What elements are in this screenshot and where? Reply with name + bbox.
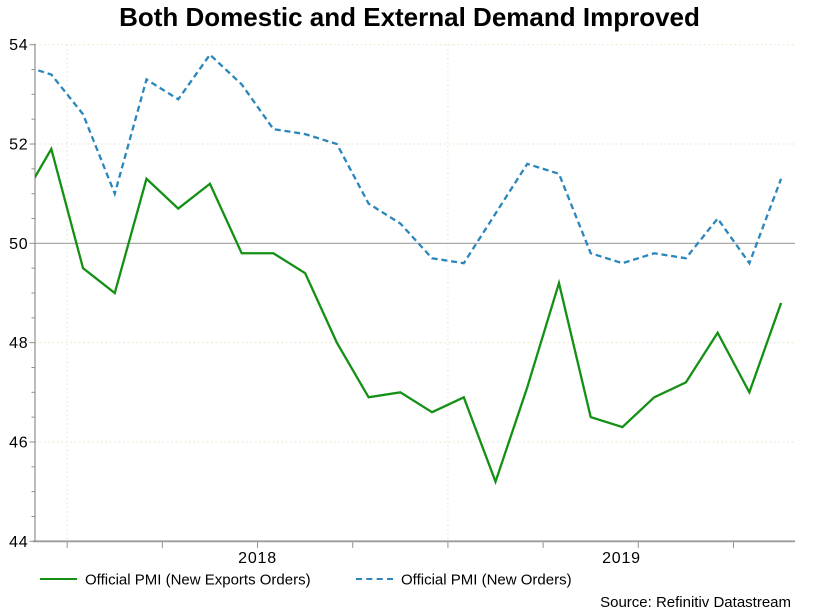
y-tick-label-54: 54 (9, 37, 28, 54)
chart-title: Both Domestic and External Demand Improv… (119, 2, 700, 32)
legend-swatch-green-solid-line (40, 577, 77, 580)
legend-swatch-blue-dashed-line (356, 577, 393, 580)
chart-legend: Official PMI (New Exports Orders) Offici… (0, 571, 819, 591)
y-tick-label-48: 48 (9, 335, 28, 352)
y-tick-label-50: 50 (9, 236, 28, 253)
source-credit: Source: Refinitiv Datastream (600, 594, 791, 611)
y-tick-label-52: 52 (9, 137, 28, 154)
legend-label-new-orders: Official PMI (New Orders) (401, 571, 572, 589)
y-tick-label-44: 44 (9, 534, 28, 551)
series-line-new-orders (35, 52, 783, 266)
legend-item-new-exports-orders: Official PMI (New Exports Orders) (40, 571, 311, 591)
legend-item-new-orders: Official PMI (New Orders) (356, 571, 572, 591)
legend-label-new-exports-orders: Official PMI (New Exports Orders) (85, 571, 311, 589)
x-year-label-2018: 2018 (238, 550, 277, 567)
y-tick-label-46: 46 (9, 434, 28, 451)
pmi-line-chart: 44 46 48 50 52 54 2018 2019 (9, 37, 795, 567)
x-year-label-2019: 2019 (602, 550, 641, 567)
series-line-new-exports-orders (35, 146, 783, 486)
